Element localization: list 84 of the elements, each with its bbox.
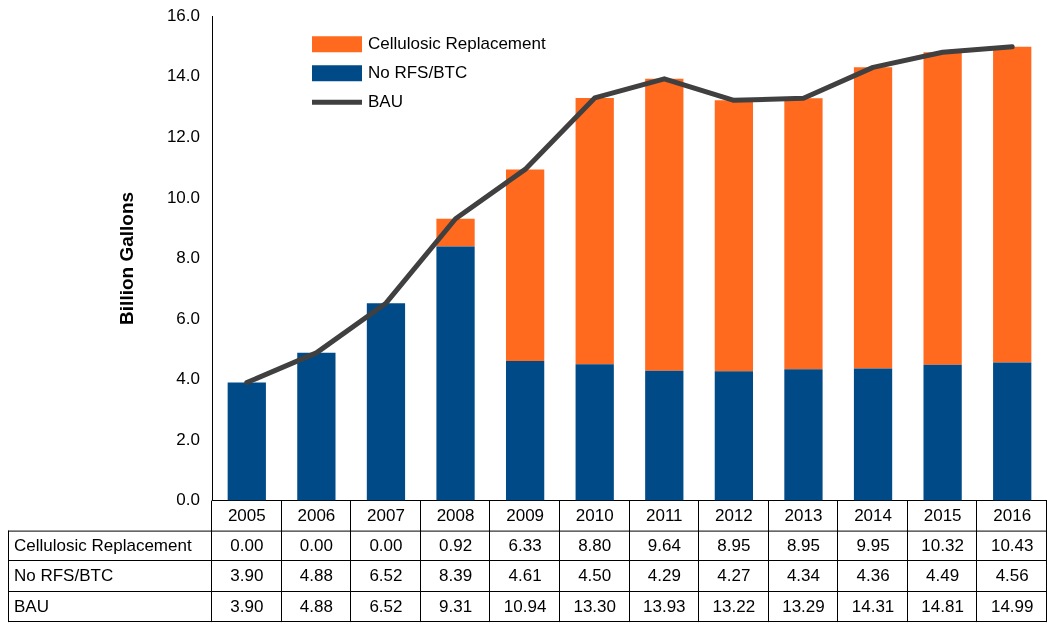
data-label: 4.34: [786, 566, 821, 586]
bar: [436, 246, 475, 501]
y-tick-label: 6.0: [176, 308, 200, 328]
data-label: 4.29: [647, 566, 681, 586]
bar: [505, 169, 545, 362]
data-label: 8.95: [717, 535, 751, 555]
x-tick-label: 2005: [227, 506, 266, 526]
legend-label: Cellulosic Replacement: [368, 33, 546, 53]
bar: [645, 78, 684, 371]
bar: [714, 100, 754, 372]
x-tick-label: 2009: [506, 506, 545, 526]
data-label: 6.52: [369, 596, 403, 616]
data-label: 9.64: [647, 535, 681, 555]
data-label: 4.36: [856, 566, 890, 586]
data-label: 8.39: [438, 566, 473, 586]
data-label: 10.94: [503, 596, 547, 616]
text: Cellulosic Replacement: [14, 535, 192, 555]
data-label: 3.90: [230, 566, 264, 586]
data-label: 13.93: [643, 596, 686, 616]
bar: [853, 67, 893, 369]
x-tick-label: 2012: [714, 506, 753, 526]
data-label: 8.80: [578, 535, 612, 555]
bar: [227, 382, 266, 501]
x-tick-label: 2011: [646, 506, 683, 526]
y-tick-label: 14.0: [166, 66, 200, 86]
y-axis-title: Billion Gallons: [116, 191, 138, 325]
data-label: 4.88: [299, 596, 333, 616]
data-label: 9.95: [856, 535, 890, 555]
bar: [993, 46, 1032, 363]
bar: [575, 364, 614, 501]
x-tick-label: 2010: [575, 506, 614, 526]
data-label: 8.95: [786, 535, 821, 555]
data-label: 4.50: [578, 566, 612, 586]
data-label: 10.32: [921, 535, 964, 555]
legend-label: BAU: [368, 91, 403, 111]
data-label: 9.31: [438, 596, 473, 616]
data-label: 10.43: [990, 535, 1034, 555]
bar: [784, 98, 823, 370]
x-tick-label: 2008: [436, 506, 475, 526]
y-tick-label: 16.0: [166, 5, 200, 25]
data-label: 4.56: [995, 566, 1029, 586]
data-label: 0.00: [369, 535, 403, 555]
data-label: 4.61: [508, 566, 542, 586]
data-label: 14.81: [921, 596, 964, 616]
bar: [505, 361, 545, 501]
x-tick-label: 2016: [993, 506, 1032, 526]
bar: [714, 371, 754, 501]
x-tick-label: 2006: [297, 506, 336, 526]
data-label: 13.22: [712, 596, 756, 616]
y-tick-label: 2.0: [176, 429, 200, 449]
x-tick-label: 2015: [923, 506, 962, 526]
data-label: 0.00: [230, 535, 264, 555]
data-label: 3.90: [230, 596, 264, 616]
text: BAU: [14, 596, 49, 616]
y-tick-label: 4.0: [176, 369, 200, 389]
data-label: 13.29: [782, 596, 825, 616]
bar: [923, 52, 962, 365]
bar: [297, 352, 336, 501]
bar: [366, 303, 406, 501]
data-label: 4.27: [717, 566, 751, 586]
data-label: 4.88: [299, 566, 333, 586]
y-tick-label: 12.0: [166, 126, 200, 146]
data-label: 0.92: [438, 535, 473, 555]
bar: [575, 97, 614, 365]
bar: [784, 369, 823, 501]
data-label: 14.99: [990, 596, 1034, 616]
data-label: 13.30: [573, 596, 616, 616]
data-label: 6.33: [508, 535, 542, 555]
bar: [923, 364, 962, 501]
x-tick-label: 2014: [854, 506, 892, 526]
bar: [645, 370, 684, 501]
x-tick-label: 2007: [367, 506, 405, 526]
data-label: 4.49: [926, 566, 960, 586]
data-label: 6.52: [369, 566, 403, 586]
bar: [993, 362, 1032, 501]
y-tick-label: 0.0: [176, 490, 200, 510]
text: No RFS/BTC: [14, 566, 114, 586]
data-label: 14.31: [851, 596, 895, 616]
legend-label: No RFS/BTC: [368, 62, 468, 82]
y-tick-label: 8.0: [176, 248, 200, 268]
bar: [853, 368, 893, 501]
data-label: 0.00: [299, 535, 333, 555]
x-tick-label: 2013: [784, 506, 823, 526]
y-tick-label: 10.0: [166, 187, 200, 207]
